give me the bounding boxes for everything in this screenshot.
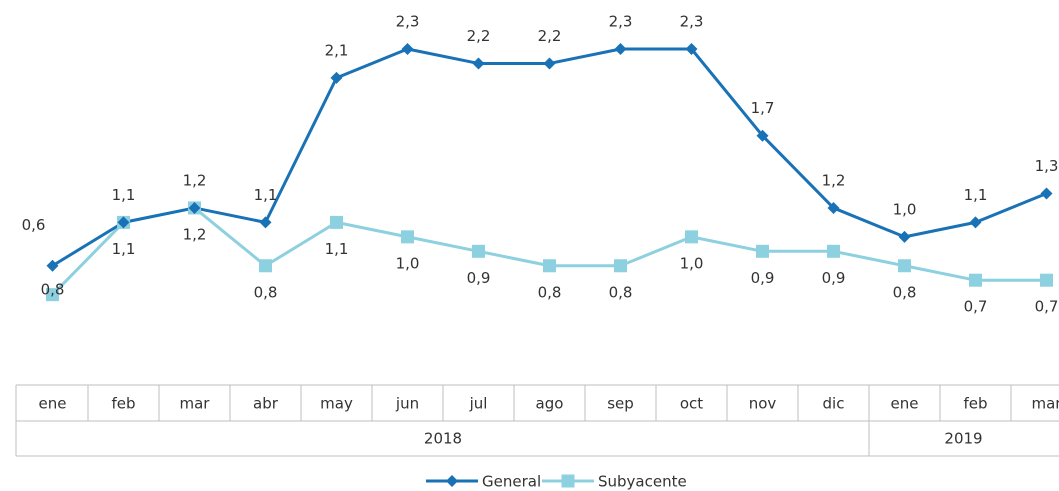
data-label: 2,3 [680,13,704,31]
x-tick-label: jun [395,395,419,413]
data-label: 2,1 [325,41,349,59]
x-tick-label: feb [111,395,135,413]
x-tick-label: jul [469,395,488,413]
data-label: 1,3 [1035,157,1059,175]
marker [330,71,343,84]
x-tick-label: sep [607,395,634,413]
data-label: 0,9 [467,269,491,287]
x-tick-label: dic [823,395,845,413]
series-line [51,206,1047,296]
marker [756,129,769,142]
marker [259,216,272,229]
marker [614,259,627,273]
marker [898,259,911,273]
marker [117,216,130,229]
marker [330,215,343,229]
marker [969,216,982,229]
legend-marker [446,475,458,487]
data-label: 1,1 [964,186,988,204]
data-label: 0,7 [1035,298,1059,316]
data-label: 1,1 [112,186,136,204]
x-tick-label: nov [749,395,777,413]
data-label: 0,6 [22,216,46,234]
marker [543,259,556,273]
data-label: 1,2 [822,171,846,189]
data-label: 0,8 [609,283,633,301]
data-label: 1,0 [893,200,917,218]
marker [46,288,59,302]
data-label: 2,2 [538,27,562,45]
data-label: 1,2 [183,171,207,189]
marker [543,57,556,70]
marker [898,230,911,243]
x-tick-label: may [320,395,353,413]
plot: 0,8 1,1 1,2 1,1 2,1 2,3 2,2 2,2 2,3 2,3 1,7 1,2 1,0 1… [22,13,1059,316]
marker [1040,187,1053,200]
x-tick-label: mar [1032,395,1059,413]
marker [401,230,414,244]
marker [259,259,272,273]
data-label: 0,9 [751,269,775,287]
x-tick-label: ene [39,395,67,413]
legend-label: General [482,473,541,491]
marker [614,43,627,55]
data-label: 1,0 [680,254,704,272]
marker [188,201,201,214]
x-tick-label: ago [536,395,564,413]
data-label: 0,7 [964,298,988,316]
x-tick-label: abr [253,395,279,413]
x-tick-label: feb [963,395,987,413]
marker [401,43,414,55]
x-tick-label: oct [680,395,703,413]
x-tick-label: ene [891,395,919,413]
data-label: 0,9 [822,269,846,287]
marker [685,43,698,55]
data-label: 1,1 [325,240,349,258]
marker [1040,273,1053,287]
group-label: 2019 [944,430,982,448]
legend-label: Subyacente [598,473,687,491]
data-label: 0,8 [41,280,65,298]
data-label: 1,0 [396,254,420,272]
legend: General Subyacente [426,473,687,491]
marker [827,244,840,258]
group-label: 2018 [424,430,462,448]
data-label: 1,7 [751,99,775,117]
data-label: 0,8 [254,283,278,301]
data-label: 0,8 [893,283,917,301]
legend-marker [561,474,575,488]
marker [969,273,982,287]
marker [685,230,698,244]
data-label: 0,8 [538,283,562,301]
marker [46,259,59,272]
x-tick-label: mar [180,395,211,413]
marker [472,244,485,258]
data-label: 1,1 [254,186,278,204]
data-label: 1,1 [112,240,136,258]
marker [472,57,485,70]
data-label: 2,3 [609,13,633,31]
data-label: 2,3 [396,13,420,31]
data-label: 2,2 [467,27,491,45]
data-label: 1,2 [183,225,207,243]
marker [756,244,769,258]
category-axis: ene feb mar abr may jun jul ago sep oct nov dic 2018… [15,384,1059,457]
marker [827,201,840,214]
